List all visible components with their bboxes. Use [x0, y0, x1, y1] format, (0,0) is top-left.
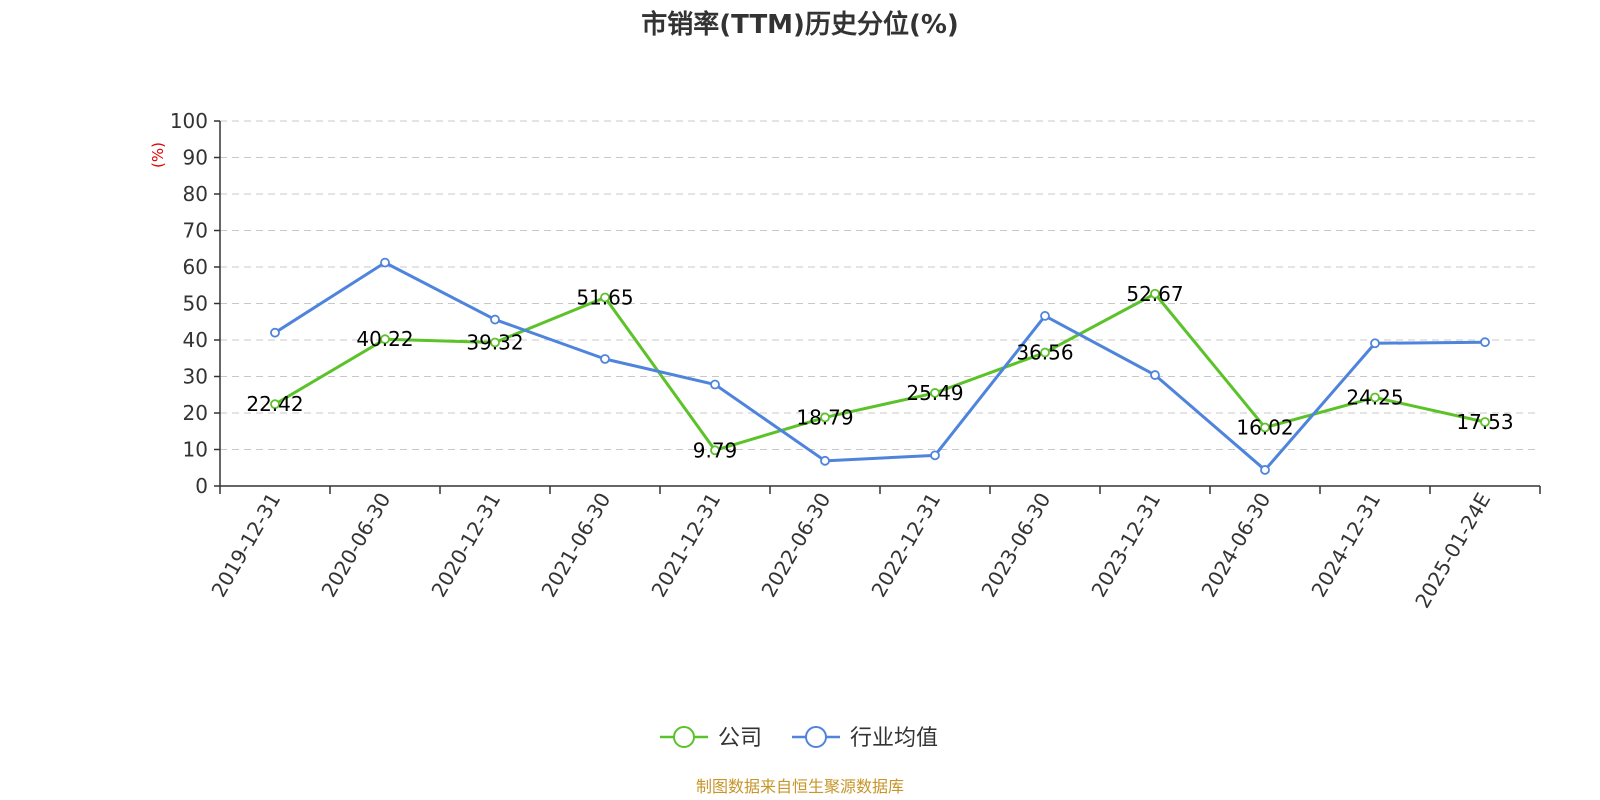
data-label: 22.42	[246, 392, 303, 416]
data-point	[380, 257, 390, 268]
x-tick-label: 2023-06-30	[976, 489, 1055, 602]
legend-marker	[805, 726, 827, 748]
data-point	[820, 455, 830, 466]
axes	[214, 120, 1541, 494]
y-tick-label: 30	[183, 365, 208, 389]
data-point	[710, 379, 720, 390]
x-tick-label: 2021-12-31	[646, 489, 725, 602]
x-tick-label: 2022-12-31	[866, 489, 945, 602]
data-label: 52.67	[1126, 282, 1183, 306]
data-point	[600, 292, 610, 303]
legend-item[interactable]: 公司	[660, 726, 762, 751]
data-point	[490, 314, 500, 325]
data-point	[1150, 288, 1160, 299]
data-label: 40.22	[356, 327, 413, 351]
y-tick-labels: 0 10 20 30 40 50 60 70 80 90 100	[170, 109, 208, 498]
data-point	[820, 412, 830, 423]
y-tick-label: 70	[183, 219, 208, 243]
series-lines	[270, 257, 1490, 475]
data-point	[270, 399, 280, 410]
x-tick-label: 2020-12-31	[426, 489, 505, 602]
y-tick-label: 20	[183, 401, 208, 425]
legend-label: 行业均值	[850, 726, 938, 751]
x-tick-label: 2022-06-30	[756, 489, 835, 602]
data-point	[1370, 392, 1380, 403]
data-label: 51.65	[576, 285, 633, 309]
data-point	[1480, 417, 1490, 427]
y-tick-label: 90	[183, 146, 208, 170]
data-point	[270, 327, 280, 338]
y-tick-label: 10	[183, 438, 208, 462]
legend-marker	[673, 726, 695, 748]
x-tick-label: 2024-06-30	[1196, 489, 1275, 602]
data-point	[1040, 347, 1050, 358]
x-tick-label: 2024-12-31	[1306, 489, 1385, 602]
data-label: 9.79	[693, 438, 738, 462]
data-point	[600, 354, 610, 364]
grid-lines	[220, 120, 1540, 450]
data-labels: 22.42 40.22 39.32 51.65 9.79 18.79 25.49 36.56 5…	[246, 282, 1513, 463]
data-point	[490, 337, 500, 348]
source-note: 制图数据来自恒生聚源数据库	[696, 777, 904, 796]
data-point	[1370, 338, 1380, 349]
chart-title: 市销率(TTM)历史分位(%)	[641, 9, 959, 40]
x-tick-label: 2019-12-31	[206, 489, 285, 602]
data-point	[930, 388, 940, 398]
data-label: 36.56	[1016, 341, 1073, 365]
y-axis-label: (%)	[149, 142, 167, 168]
y-tick-label: 80	[183, 182, 208, 206]
data-label: 39.32	[466, 330, 523, 354]
data-point	[1260, 465, 1270, 475]
series-line	[274, 261, 1486, 472]
data-label: 24.25	[1346, 385, 1403, 409]
data-point	[1260, 422, 1270, 433]
y-tick-label: 100	[170, 109, 208, 133]
legend-label: 公司	[718, 726, 762, 751]
data-point	[1480, 337, 1490, 348]
data-point	[1150, 370, 1160, 380]
x-tick-label: 2023-12-31	[1086, 489, 1165, 602]
x-tick-label: 2021-06-30	[536, 489, 615, 602]
data-point	[1040, 311, 1050, 321]
y-tick-label: 60	[183, 255, 208, 279]
data-label: 17.53	[1456, 410, 1513, 434]
data-point	[380, 334, 390, 345]
legend-item[interactable]: 行业均值	[792, 726, 938, 751]
legend[interactable]: 公司 行业均值	[660, 726, 938, 751]
y-tick-label: 50	[183, 292, 208, 316]
data-label: 18.79	[796, 405, 853, 429]
x-tick-label: 2025-01-24E	[1410, 489, 1495, 613]
data-label: 16.02	[1236, 416, 1293, 440]
series-line	[274, 292, 1486, 452]
data-point	[710, 445, 720, 456]
x-tick-labels: 2019-12-31 2020-06-30 2020-12-31 2021-06-30…	[206, 489, 1495, 613]
data-label: 25.49	[906, 381, 963, 405]
y-tick-label: 0	[195, 474, 208, 498]
data-point	[930, 450, 940, 461]
y-tick-label: 40	[183, 328, 208, 352]
x-tick-label: 2020-06-30	[316, 489, 395, 602]
